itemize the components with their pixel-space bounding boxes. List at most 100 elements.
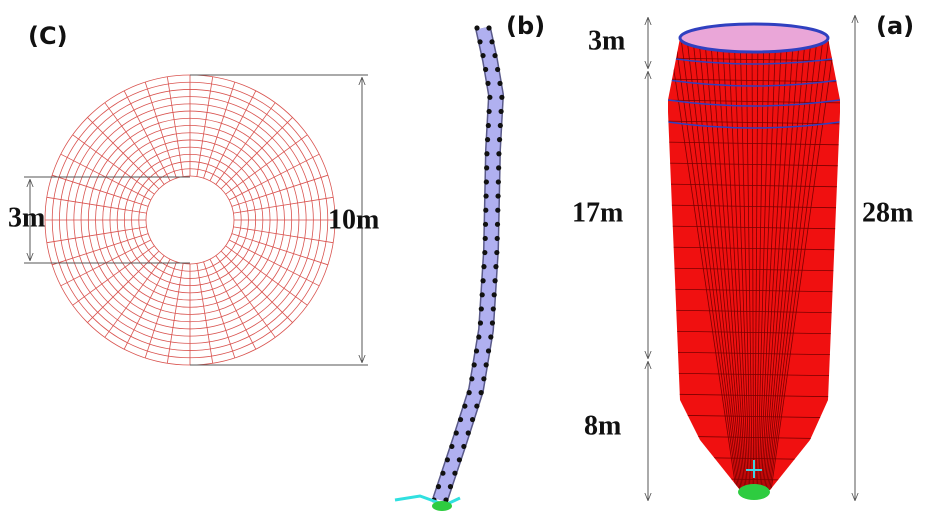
node — [499, 95, 504, 100]
node — [492, 292, 497, 297]
node — [496, 151, 501, 156]
mesh-spoke — [232, 234, 328, 265]
dimension-label: 3m — [588, 25, 625, 56]
node — [472, 362, 477, 367]
node — [461, 444, 466, 449]
mesh-spoke — [52, 234, 148, 265]
node — [483, 236, 488, 241]
node — [483, 67, 488, 72]
node — [483, 222, 488, 227]
support — [432, 501, 452, 511]
node — [489, 39, 494, 44]
column — [440, 28, 496, 500]
node — [495, 222, 500, 227]
node — [457, 457, 462, 462]
mesh-spoke — [167, 263, 183, 363]
node — [484, 362, 489, 367]
annular-mesh — [45, 75, 335, 365]
mesh-spoke — [204, 82, 235, 178]
node — [479, 390, 484, 395]
panel-label: (b) — [506, 12, 545, 40]
node — [458, 417, 463, 422]
node — [495, 67, 500, 72]
node — [481, 376, 486, 381]
node — [498, 123, 503, 128]
node — [436, 484, 441, 489]
node — [497, 81, 502, 86]
dimension-label: 8m — [584, 410, 621, 441]
node — [497, 137, 502, 142]
mesh-spoke — [167, 77, 183, 177]
node — [452, 471, 457, 476]
node — [469, 376, 474, 381]
node — [496, 179, 501, 184]
panel-c: (C) 10m 3m — [8, 22, 379, 365]
node — [480, 278, 485, 283]
mesh-spoke — [197, 77, 213, 177]
node — [487, 109, 492, 114]
node — [485, 81, 490, 86]
node — [480, 53, 485, 58]
node — [474, 348, 479, 353]
node — [486, 123, 491, 128]
node — [440, 471, 445, 476]
node — [484, 151, 489, 156]
node — [445, 457, 450, 462]
node — [494, 250, 499, 255]
panel-b: (b) — [395, 12, 545, 511]
node — [487, 95, 492, 100]
mesh-spoke — [47, 227, 147, 243]
mesh-ring — [146, 176, 234, 264]
node — [474, 403, 479, 408]
dimension-label: 10m — [328, 204, 379, 235]
node — [485, 137, 490, 142]
node — [474, 25, 479, 30]
node — [478, 320, 483, 325]
mesh-spoke — [145, 262, 176, 358]
dimension-label: 3m — [8, 202, 45, 233]
node — [495, 208, 500, 213]
vessel-top — [680, 24, 828, 52]
node — [488, 334, 493, 339]
node — [495, 236, 500, 241]
panel-label: (C) — [28, 22, 68, 50]
node — [466, 430, 471, 435]
mesh-spoke — [204, 262, 235, 358]
mesh-spoke — [52, 175, 148, 206]
node — [499, 109, 504, 114]
mesh-spoke — [232, 175, 328, 206]
node — [448, 484, 453, 489]
mesh-spoke — [233, 197, 333, 213]
node — [479, 306, 484, 311]
mesh-spoke — [47, 197, 147, 213]
panel-label: (a) — [876, 12, 914, 40]
node — [476, 334, 481, 339]
dimension-label: 17m — [572, 197, 623, 228]
node — [454, 430, 459, 435]
node — [470, 417, 475, 422]
node — [484, 165, 489, 170]
node — [482, 250, 487, 255]
panel-a: (a) 3m 17m 8m 28m — [572, 12, 914, 500]
node — [486, 348, 491, 353]
node — [483, 208, 488, 213]
node — [491, 306, 496, 311]
node — [492, 53, 497, 58]
node — [496, 165, 501, 170]
node — [449, 444, 454, 449]
mesh-spoke — [233, 227, 333, 243]
node — [477, 39, 482, 44]
node — [467, 390, 472, 395]
node — [492, 278, 497, 283]
node — [486, 25, 491, 30]
support — [738, 484, 770, 500]
mesh-spoke — [145, 82, 176, 178]
node — [481, 264, 486, 269]
node — [483, 193, 488, 198]
node — [462, 403, 467, 408]
node — [493, 264, 498, 269]
node — [490, 320, 495, 325]
node — [484, 179, 489, 184]
mesh-spoke — [197, 263, 213, 363]
dimension-label: 28m — [862, 197, 913, 228]
